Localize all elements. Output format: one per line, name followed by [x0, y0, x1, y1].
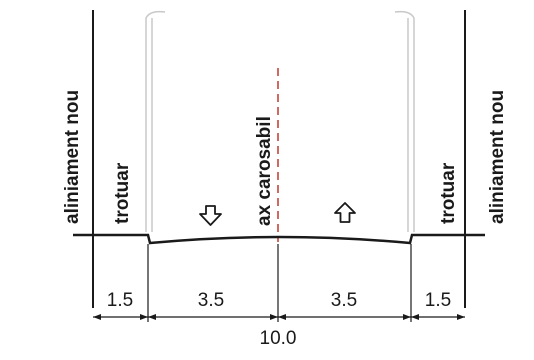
left-alignment-label: aliniament nou	[62, 90, 83, 224]
down-arrow-icon	[199, 205, 222, 226]
right-alignment-label: aliniament nou	[487, 90, 508, 224]
right-sidewalk-dimension: 1.5	[425, 290, 451, 311]
dimension-extension-lines	[147, 244, 412, 322]
right-lane-dimension: 3.5	[331, 290, 357, 311]
left-lane-dimension: 3.5	[198, 290, 224, 311]
left-sidewalk-dimension: 1.5	[107, 290, 133, 311]
right-lamp-pole	[394, 10, 415, 232]
total-width-dimension: 10.0	[260, 328, 297, 349]
left-sidewalk-label: trotuar	[112, 162, 133, 224]
left-lamp-pole	[145, 10, 166, 232]
carriageway-axis-label: ax carosabil	[254, 116, 275, 226]
road-surface-profile	[73, 233, 485, 245]
right-sidewalk-label: trotuar	[438, 162, 459, 224]
dimension-arrowheads	[93, 314, 465, 320]
up-arrow-icon	[334, 202, 356, 223]
